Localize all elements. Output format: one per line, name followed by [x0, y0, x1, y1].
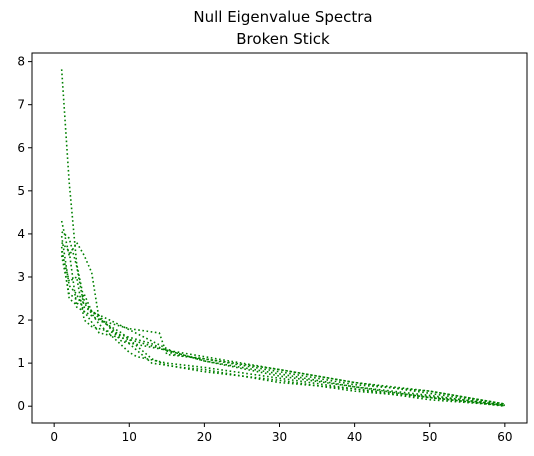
- y-tick-label: 1: [17, 356, 25, 370]
- series-line-6: [60, 246, 505, 407]
- series-line-4: [60, 235, 505, 407]
- x-tick-label: 60: [497, 430, 512, 444]
- y-axis: 0 1 2 3 4 5 6 7 8: [17, 55, 32, 413]
- x-tick-label: 50: [422, 430, 437, 444]
- x-axis: 0 10 20 30 40 50 60: [50, 423, 512, 444]
- y-tick-label: 4: [17, 227, 25, 241]
- x-tick-label: 10: [122, 430, 137, 444]
- x-tick-label: 20: [197, 430, 212, 444]
- series-line-7: [60, 250, 505, 405]
- y-tick-label: 5: [17, 184, 25, 198]
- plot-frame: [31, 52, 528, 424]
- y-tick-label: 2: [17, 313, 25, 327]
- series-line-3: [61, 231, 505, 406]
- series-line-5: [61, 241, 505, 407]
- x-tick-label: 30: [272, 430, 287, 444]
- y-tick-label: 8: [17, 55, 25, 69]
- y-tick-label: 6: [17, 141, 25, 155]
- y-tick-label: 3: [17, 270, 25, 284]
- series-line-8: [60, 255, 505, 406]
- series-line-2: [60, 220, 505, 405]
- x-tick-label: 40: [347, 430, 362, 444]
- y-tick-label: 0: [17, 399, 25, 413]
- plot-series: [60, 69, 505, 407]
- x-tick-label: 0: [50, 430, 58, 444]
- chart-subtitle: Broken Stick: [236, 30, 330, 48]
- series-line-1: [60, 69, 505, 407]
- y-tick-label: 7: [17, 98, 25, 112]
- chart-title: Null Eigenvalue Spectra: [193, 8, 372, 26]
